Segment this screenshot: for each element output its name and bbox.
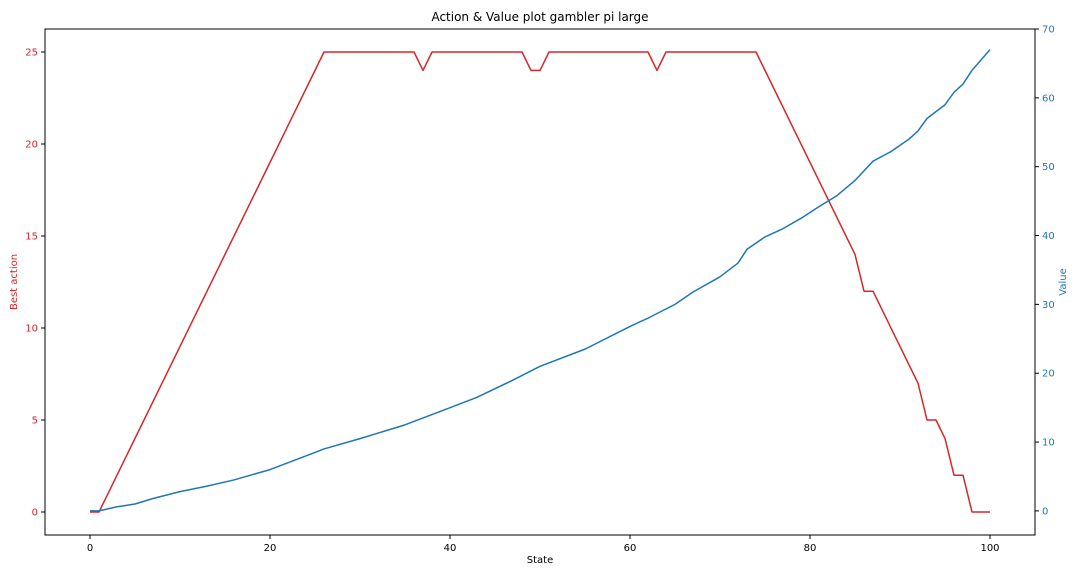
x-tick-label: 20 [264,543,277,554]
x-tick-label: 40 [444,543,457,554]
x-tick-label: 60 [624,543,637,554]
y-left-tick-label: 25 [25,48,38,59]
y-right-tick-label: 10 [1042,438,1055,449]
x-axis: 0 20 40 60 80 100 [87,535,1000,554]
y-axis-right-title: Value [1058,268,1069,295]
y-right-tick-label: 40 [1042,231,1055,242]
y-axis-left-title: Best action [9,254,20,310]
y-right-tick-label: 20 [1042,369,1055,380]
x-tick-label: 80 [804,543,817,554]
y-right-tick-label: 30 [1042,300,1055,311]
y-left-tick-label: 20 [25,140,38,151]
y-right-tick-label: 70 [1042,25,1055,36]
chart-title: Action & Value plot gambler pi large [431,10,648,24]
series-line-value [90,49,991,512]
series-line-best-action [90,51,990,513]
y-axis-left: 0 5 10 15 20 25 [25,48,45,519]
y-right-tick-label: 50 [1042,162,1055,173]
y-left-tick-label: 5 [32,416,38,427]
x-tick-label: 0 [87,543,93,554]
x-axis-title: State [527,555,553,566]
plot-area [90,49,991,513]
plot-frame [44,28,1036,536]
y-axis-right: 0 10 20 30 40 50 60 70 [1035,25,1055,517]
x-tick-label: 100 [980,543,999,554]
y-right-tick-label: 60 [1042,93,1055,104]
y-left-tick-label: 0 [32,508,38,519]
y-left-tick-label: 10 [25,324,38,335]
y-left-tick-label: 15 [25,232,38,243]
y-right-tick-label: 0 [1042,506,1048,517]
